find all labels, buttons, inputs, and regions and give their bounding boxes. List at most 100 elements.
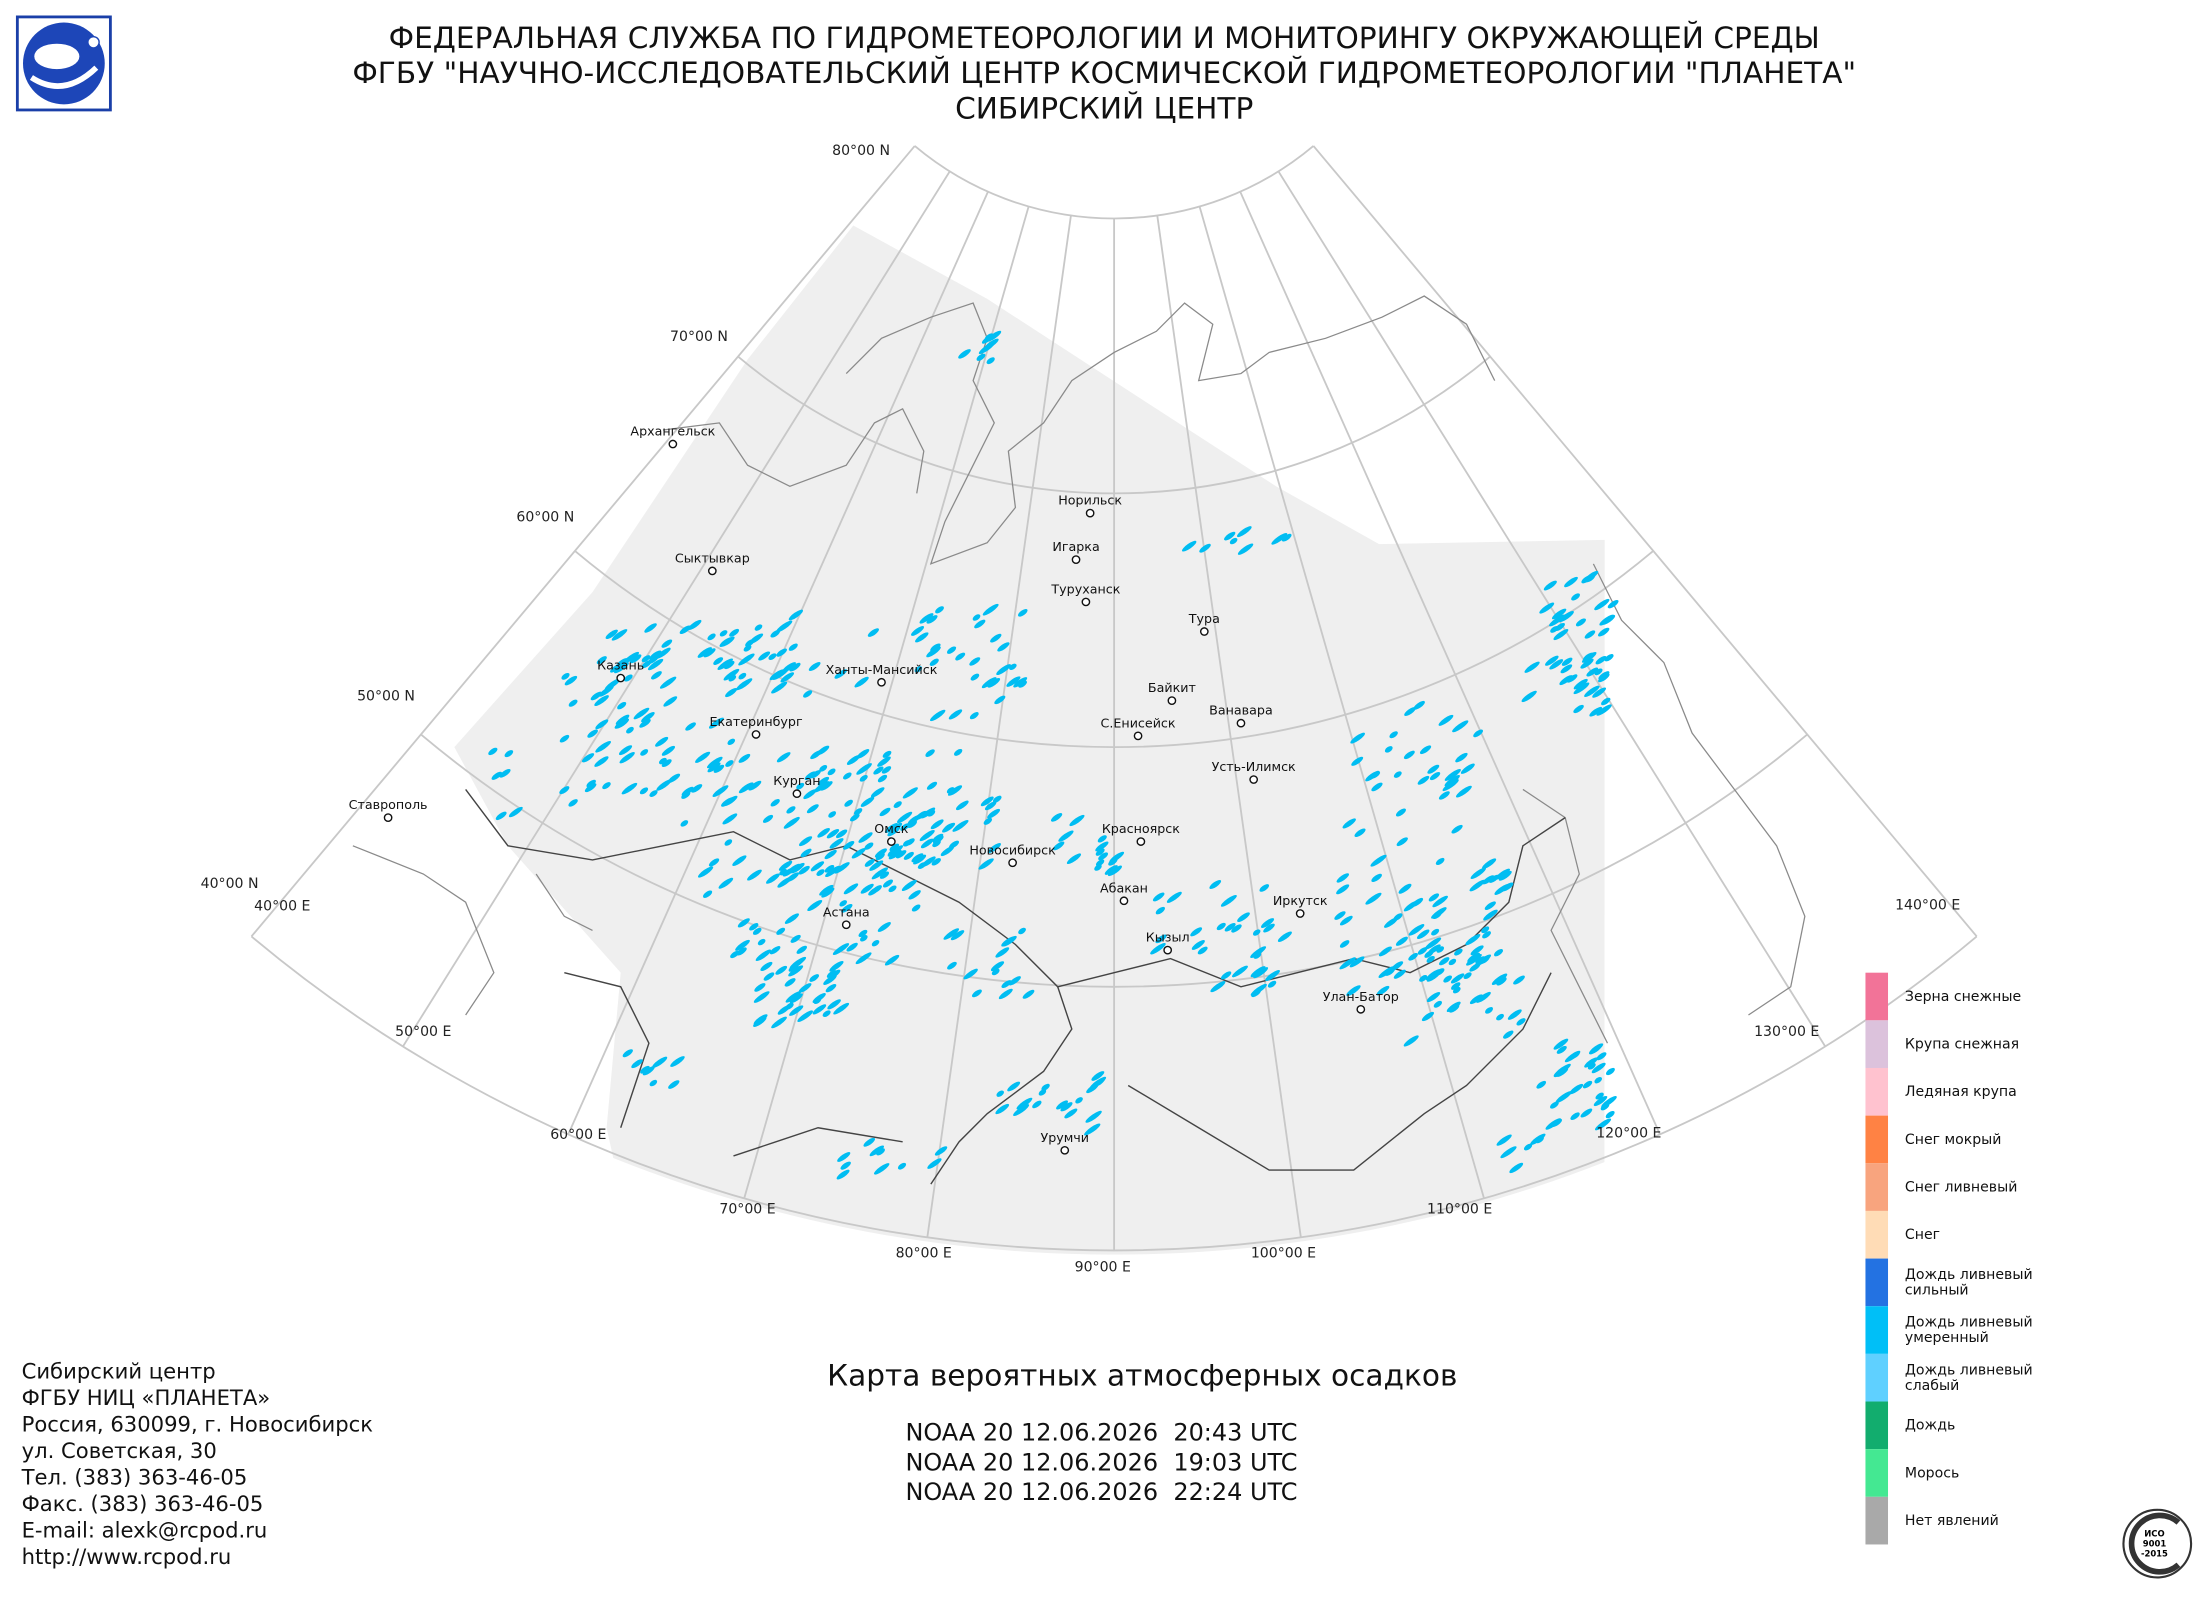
rain-cell (871, 867, 889, 880)
rain-cell (1498, 870, 1512, 881)
rain-cell (1573, 682, 1590, 695)
rain-cell (803, 789, 817, 800)
rain-cell (1018, 680, 1027, 688)
rain-cell (903, 851, 914, 860)
rain-cell (1607, 599, 1619, 609)
rain-cell (930, 709, 946, 722)
rain-cell (1601, 1096, 1617, 1108)
rain-cell (1575, 618, 1586, 627)
legend: Зерна снежные Крупа снежная Ледяная крупа С… (1865, 972, 2033, 1545)
rain-cell (1550, 1101, 1559, 1109)
rain-cell (1460, 763, 1475, 774)
rain-cell (846, 942, 858, 952)
rain-cell (722, 813, 738, 825)
rain-cell (1094, 864, 1102, 871)
rain-cell (1549, 614, 1566, 627)
rain-cell (1580, 1108, 1593, 1118)
rain-cell (970, 673, 980, 681)
rain-cell (736, 678, 753, 691)
rain-cell (1224, 923, 1236, 932)
rain-cell (870, 787, 885, 798)
rain-cell (963, 968, 978, 980)
parallel (574, 550, 1654, 748)
rain-cell (1253, 952, 1262, 959)
rain-cell (1455, 785, 1472, 798)
rain-cell (708, 858, 720, 867)
rain-cell (670, 1056, 685, 1067)
address-line: Россия, 630099, г. Новосибирск (22, 1412, 374, 1437)
city-label: Байкит (1148, 680, 1197, 695)
rain-cell (821, 887, 835, 898)
rain-cell (754, 983, 766, 992)
rain-cell (1556, 1045, 1567, 1054)
rain-cell (780, 672, 795, 683)
city-marker (1119, 896, 1129, 906)
rain-cell (1601, 697, 1611, 706)
rain-cell (1598, 673, 1610, 683)
rain-cell (879, 871, 890, 879)
rain-cell (1419, 975, 1428, 982)
rain-cell (1473, 729, 1483, 738)
rain-cell (797, 1010, 814, 1022)
rain-cell (812, 1004, 827, 1015)
rain-cell (1475, 956, 1486, 965)
rain-cell (644, 623, 657, 633)
rain-cell (996, 664, 1011, 676)
rain-cell (926, 615, 938, 624)
rain-cell (953, 748, 963, 756)
rain-cell (976, 353, 986, 361)
rain-cell (1001, 936, 1015, 947)
rain-cell (777, 876, 792, 888)
city-label: Екатеринбург (709, 714, 803, 729)
rain-cell (1470, 945, 1484, 956)
rain-cell (987, 678, 1001, 688)
rain-cell (843, 883, 859, 895)
rain-cell (915, 810, 928, 820)
rain-cell (969, 657, 981, 666)
rain-cell (1594, 668, 1603, 676)
rain-cell (1271, 532, 1288, 545)
rain-cell (1543, 580, 1557, 591)
rain-cell (897, 1162, 907, 1170)
rain-cell (952, 819, 969, 832)
rain-cell (1513, 975, 1525, 985)
rain-cell (1500, 1146, 1517, 1159)
rain-cell (725, 760, 734, 767)
rain-cell (1426, 955, 1435, 963)
rain-cell (1265, 970, 1280, 982)
rain-cell (913, 854, 927, 865)
legend-swatch (1865, 1020, 1889, 1068)
rain-cell (649, 790, 658, 797)
rain-cell (943, 928, 960, 940)
rain-cell (610, 662, 624, 673)
rain-cell (1595, 655, 1607, 665)
rain-cell (724, 839, 733, 846)
legend-swatch (1865, 1115, 1889, 1164)
rain-cell (810, 750, 822, 760)
rain-cell (853, 808, 863, 816)
rain-cell (867, 628, 879, 637)
rain-cell (1571, 593, 1580, 601)
legend-swatch (1865, 1210, 1889, 1259)
rain-cell (661, 759, 672, 768)
parallel (420, 733, 1808, 988)
rain-cell (1452, 986, 1461, 994)
rain-cell (695, 751, 711, 763)
rain-cell (1596, 704, 1612, 716)
rain-cell (1084, 1123, 1101, 1136)
rain-cell (896, 811, 913, 824)
legend-label: Снег ливневый (1905, 1179, 2017, 1195)
rain-cell (1573, 678, 1588, 690)
rain-cell (1267, 980, 1277, 988)
rain-cell (798, 983, 812, 993)
rain-cell (1580, 658, 1594, 669)
rain-cell (927, 809, 936, 817)
rain-cell (879, 807, 891, 817)
rain-cell (828, 969, 841, 979)
rain-cell (1417, 775, 1430, 785)
longitude-label: 70°00 E (719, 1202, 775, 1218)
rain-cell (748, 780, 762, 791)
city-label: Ванавара (1209, 703, 1273, 718)
rain-cell (844, 799, 853, 807)
rain-cell (1032, 1100, 1042, 1109)
